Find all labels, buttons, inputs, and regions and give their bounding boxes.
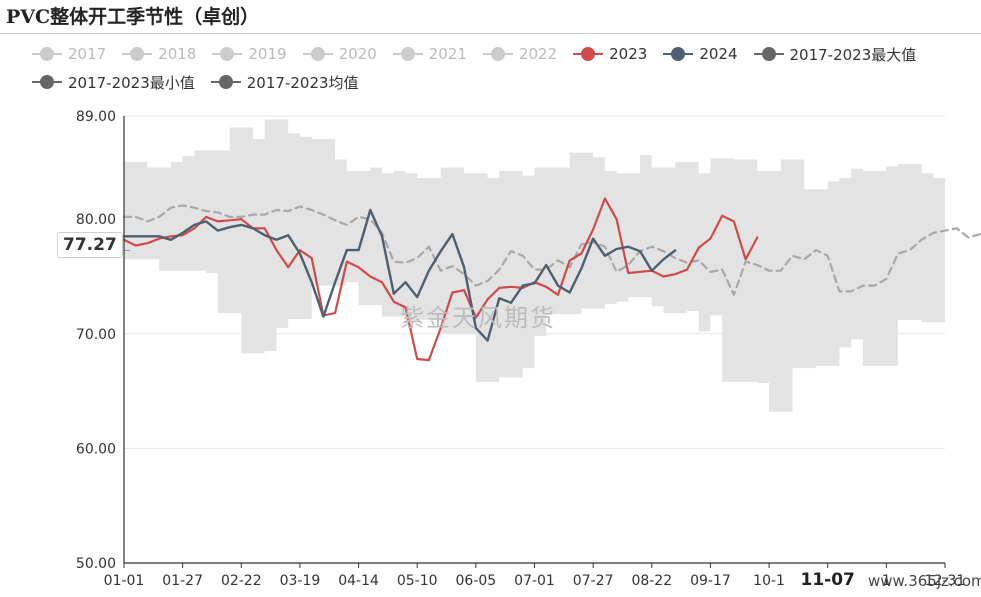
legend-marker: [392, 47, 423, 61]
site-watermark: www.365jz.com: [868, 572, 981, 590]
legend-marker: [482, 47, 513, 61]
legend-label: 2017-2023最小值: [68, 73, 195, 92]
legend-marker: [212, 47, 243, 61]
x-tick-label: 07-27: [573, 573, 614, 589]
chart-legend: 2017 2018 2019 2020 2021 2022 2023 2024 2017-202…: [32, 40, 962, 96]
legend-marker: [302, 47, 333, 61]
legend-marker: [210, 75, 241, 89]
y-tick-label: 80.00: [76, 212, 116, 228]
legend-label: 2021: [428, 45, 467, 63]
legend-label: 2019: [248, 45, 287, 63]
x-tick-label: 06-05: [456, 573, 497, 589]
x-tick-label: 05-10: [397, 573, 438, 589]
x-tick-label: 1: [882, 573, 891, 589]
current-value-label: 77.27: [57, 232, 123, 258]
legend-item-2021[interactable]: 2021: [392, 45, 467, 63]
legend-label: 2024: [699, 45, 738, 63]
series-line-average: [122, 204, 981, 296]
legend-marker: [32, 47, 62, 61]
y-tick-label: 89.00: [76, 109, 116, 125]
legend-marker: [32, 75, 62, 89]
x-tick-label: 01-27: [162, 573, 203, 589]
x-tick-label: 10-1: [753, 573, 785, 589]
legend-item-2020[interactable]: 2020: [302, 45, 377, 63]
x-tick-label: 11-07: [801, 570, 855, 590]
legend-item-2017[interactable]: 2017: [32, 45, 106, 63]
legend-marker: [573, 47, 604, 61]
series-line-2024: [122, 208, 677, 342]
legend-label: 2022: [518, 45, 558, 63]
max-min-range-band: [124, 119, 945, 412]
legend-marker: [122, 47, 153, 61]
legend-item-2019[interactable]: 2019: [212, 45, 287, 63]
legend-marker: [663, 47, 694, 61]
legend-label: 2018: [158, 45, 197, 63]
x-tick-label: 09-17: [690, 573, 731, 589]
x-tick-label: 07-01: [514, 573, 555, 589]
legend-label: 2017: [68, 45, 107, 63]
x-tick-label: 01-01: [104, 573, 145, 589]
legend-label: 2020: [338, 45, 377, 63]
legend-label: 2023: [609, 45, 648, 63]
legend-item-2023[interactable]: 2023: [573, 45, 647, 63]
y-tick-label: 60.00: [76, 441, 116, 457]
x-tick-label: 08-22: [631, 573, 672, 589]
title-divider: [0, 33, 981, 34]
x-tick-label: 03-19: [280, 573, 321, 589]
legend-label: 2017-2023均值: [246, 73, 359, 92]
chart-title: PVC整体开工季节性（卓创）: [6, 6, 260, 28]
legend-item-2022[interactable]: 2022: [482, 45, 558, 63]
watermark: 紫金天风期货: [400, 304, 556, 332]
y-tick-label: 70.00: [76, 327, 116, 343]
legend-item-2024[interactable]: 2024: [663, 45, 738, 63]
legend-item-2017-2023最大值[interactable]: 2017-2023最大值: [753, 44, 917, 65]
legend-item-2017-2023均值[interactable]: 2017-2023均值: [210, 72, 359, 93]
legend-row-2: 2017-2023最小值 2017-2023均值: [32, 68, 962, 96]
y-tick-label: 50.00: [76, 556, 116, 572]
legend-label: 2017-2023最大值: [789, 45, 917, 64]
legend-row-1: 2017 2018 2019 2020 2021 2022 2023 2024 2017-202…: [32, 40, 962, 68]
legend-item-2017-2023最小值[interactable]: 2017-2023最小值: [32, 72, 195, 93]
legend-item-2018[interactable]: 2018: [122, 45, 196, 63]
legend-marker: [753, 47, 784, 61]
x-tick-label: 04-14: [338, 573, 379, 589]
x-tick-label: 02-22: [221, 573, 262, 589]
x-tick-label: 12-31: [925, 573, 966, 589]
